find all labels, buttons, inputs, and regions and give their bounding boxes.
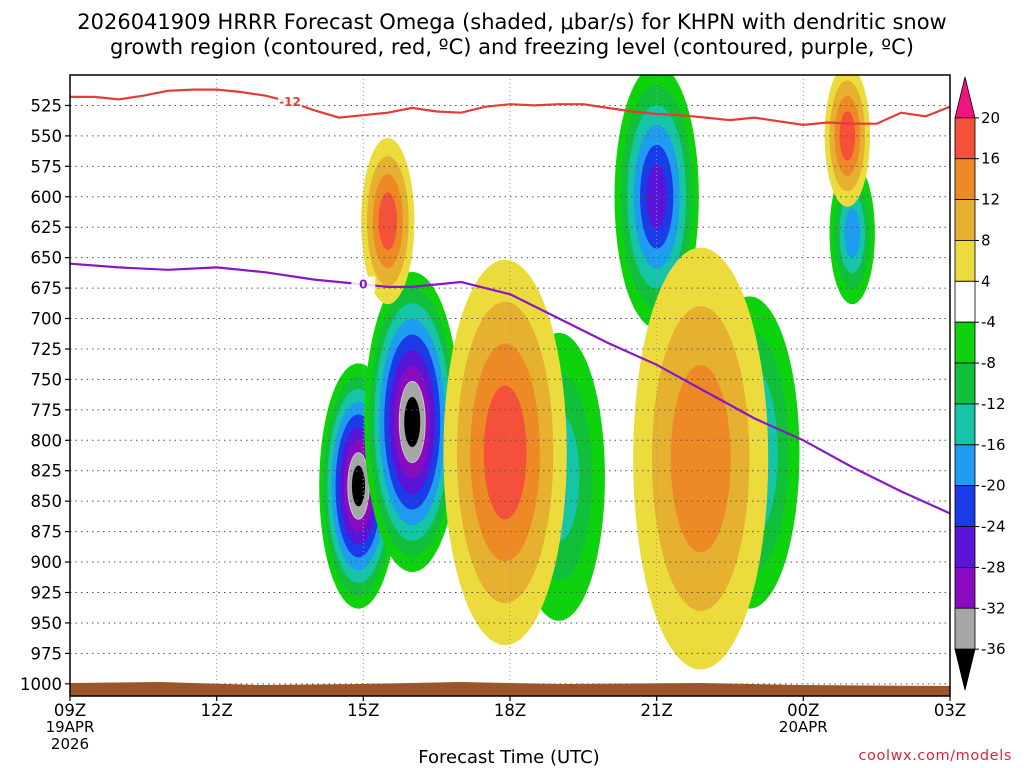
contour-label-bg [351, 276, 376, 292]
y-tick-label: 525 [31, 96, 63, 115]
colorbar-swatch [954, 403, 976, 446]
y-tick-label: 550 [31, 127, 63, 146]
colorbar-label: -28 [981, 558, 1006, 576]
contour-lines: -12 0 [70, 88, 950, 515]
omega-band [483, 385, 527, 520]
colorbar-legend: 20 16 12 8 4 -4 -8 -12 -16 -20 -24 -28 -32 -36 [954, 76, 1006, 691]
source-credit: coolwx.com/models [858, 748, 1012, 764]
colorbar-label: -12 [981, 395, 1006, 413]
y-tick-label: 775 [31, 401, 63, 420]
colorbar-label: -36 [981, 640, 1006, 658]
colorbar-label: -16 [981, 436, 1006, 454]
colorbar-label: -8 [981, 354, 996, 372]
x-tick-label: 21Z [641, 701, 673, 720]
omega-band [378, 192, 398, 251]
contour-label: 0 [359, 277, 367, 291]
y-tick-label: 675 [31, 279, 63, 298]
plot-area: -12 0 [70, 75, 950, 696]
chart-title-line2: growth region (contoured, red, ºC) and f… [110, 35, 914, 59]
omega-shaded-field [319, 75, 875, 670]
colorbar-swatch [954, 362, 976, 405]
y-tick-label: 950 [31, 614, 63, 633]
x-tick-label: 00Z [787, 701, 819, 720]
contour-label: -12 [279, 95, 301, 109]
colorbar-label: 20 [981, 109, 1000, 127]
colorbar-swatch [954, 648, 976, 691]
y-tick-label: 900 [31, 553, 63, 572]
colorbar-swatch [954, 526, 976, 568]
colorbar-swatch [954, 199, 976, 241]
y-axis: 525 550 575 600 625 650 675 700 725 750 775 800 825 8… [20, 96, 70, 694]
colorbar-swatch [954, 117, 976, 160]
colorbar-label: 8 [981, 231, 991, 249]
colorbar-label: 16 [981, 150, 1000, 168]
omega-feature-8 [633, 247, 769, 670]
colorbar-swatch [954, 280, 976, 323]
omega-band [404, 397, 421, 448]
x-tick-date: 19APR [46, 718, 95, 736]
omega-band [646, 164, 667, 229]
y-tick-label: 975 [31, 644, 63, 663]
y-tick-label: 650 [31, 249, 63, 268]
omega-band [839, 111, 856, 161]
y-tick-label: 575 [31, 157, 63, 176]
y-tick-label: 625 [31, 218, 63, 237]
x-tick-date: 20APR [779, 718, 828, 736]
y-tick-label: 800 [31, 431, 63, 450]
omega-band [844, 208, 861, 258]
omega-band [670, 364, 731, 553]
chart-title-line1: 2026041909 HRRR Forecast Omega (shaded, … [77, 10, 946, 34]
y-tick-label: 850 [31, 492, 63, 511]
y-tick-label: 700 [31, 310, 63, 329]
colorbar-swatch [954, 567, 976, 609]
dendritic-growth-contour [70, 88, 950, 127]
x-tick-year: 2026 [51, 735, 89, 753]
colorbar-label: -32 [981, 599, 1006, 617]
x-tick-label: 12Z [201, 701, 233, 720]
colorbar-swatch [954, 485, 976, 527]
colorbar-label: -4 [981, 313, 996, 331]
colorbar-label: 4 [981, 272, 991, 290]
colorbar-label: 12 [981, 191, 1000, 209]
y-tick-label: 875 [31, 523, 63, 542]
colorbar-swatch [954, 321, 976, 364]
freezing-level-contour [70, 262, 950, 515]
colorbar-swatch [954, 240, 976, 282]
omega-band [351, 465, 365, 507]
colorbar-label: -24 [981, 518, 1006, 536]
x-tick-label: 18Z [494, 701, 526, 720]
colorbar-swatch [954, 158, 976, 200]
colorbar-label: -20 [981, 477, 1006, 495]
y-tick-label: 1000 [20, 675, 62, 694]
x-tick-label: 09Z [54, 701, 86, 720]
y-tick-label: 750 [31, 370, 63, 389]
omega-feature-1 [364, 272, 461, 573]
colorbar-swatch [954, 76, 976, 119]
x-tick-label: 15Z [347, 701, 379, 720]
y-tick-label: 600 [31, 188, 63, 207]
omega-feature-6 [361, 138, 415, 305]
x-axis-label: Forecast Time (UTC) [418, 747, 599, 768]
omega-feature-9 [824, 75, 871, 207]
omega-feature-7 [443, 259, 567, 646]
x-tick-label: 03Z [934, 701, 966, 720]
contour-label-bg [278, 93, 302, 109]
colorbar-swatch [954, 607, 976, 650]
y-tick-label: 725 [31, 340, 63, 359]
colorbar-swatch [954, 444, 976, 487]
y-tick-label: 825 [31, 462, 63, 481]
terrain-ground [70, 682, 950, 696]
y-tick-label: 925 [31, 584, 63, 603]
